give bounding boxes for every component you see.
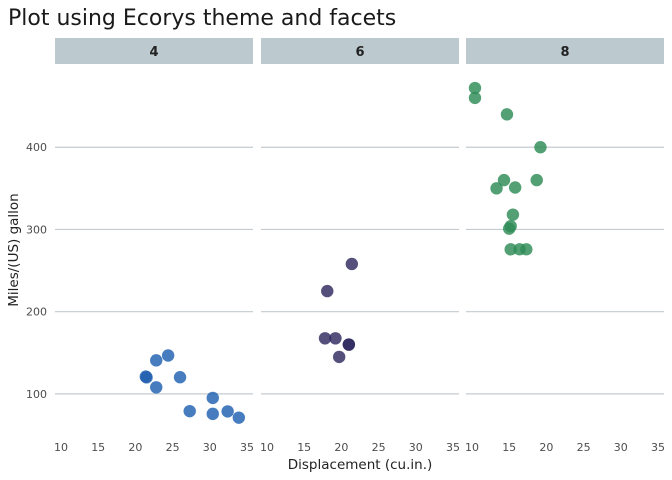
x-tick-label: 30 bbox=[203, 441, 217, 454]
data-point bbox=[534, 141, 547, 154]
x-tick-label: 25 bbox=[166, 441, 180, 454]
x-tick-label: 30 bbox=[614, 441, 628, 454]
facet-strip-label: 8 bbox=[560, 45, 569, 60]
x-tick-label: 20 bbox=[539, 441, 553, 454]
facet-panels: 4 10 15 20 25 30 35 6 10 15 20 25 30 35 8 10 15 20 25 30 35 bbox=[54, 38, 665, 454]
facet-panel-8: 8 10 15 20 25 30 35 bbox=[465, 38, 665, 454]
data-point bbox=[520, 243, 533, 256]
x-tick-label: 10 bbox=[54, 441, 68, 454]
x-tick-label: 10 bbox=[465, 441, 479, 454]
x-tick-label: 20 bbox=[128, 441, 142, 454]
data-point bbox=[329, 332, 342, 345]
data-point bbox=[530, 173, 543, 187]
data-point bbox=[497, 173, 511, 187]
x-tick-label: 30 bbox=[409, 441, 423, 454]
data-point bbox=[206, 391, 219, 405]
data-point bbox=[345, 257, 359, 271]
facet-strip-label: 4 bbox=[149, 45, 158, 60]
y-tick-label: 400 bbox=[26, 141, 47, 154]
x-tick-label: 15 bbox=[297, 441, 311, 454]
x-tick-label: 35 bbox=[446, 441, 460, 454]
data-point bbox=[503, 222, 516, 235]
data-point bbox=[468, 81, 482, 95]
data-point bbox=[500, 108, 514, 121]
y-tick-label: 300 bbox=[26, 223, 47, 236]
y-tick-label: 200 bbox=[26, 306, 47, 319]
data-point bbox=[342, 338, 356, 351]
facet-strip bbox=[55, 38, 253, 64]
x-tick-label: 15 bbox=[91, 441, 105, 454]
x-tick-label: 35 bbox=[240, 441, 254, 454]
x-axis-title: Displacement (cu.in.) bbox=[288, 457, 433, 473]
data-point bbox=[332, 350, 346, 364]
data-point bbox=[506, 208, 520, 221]
x-tick-label: 35 bbox=[651, 441, 665, 454]
x-tick-label: 15 bbox=[502, 441, 516, 454]
facet-strip bbox=[261, 38, 459, 64]
y-axis: 100 200 300 400 bbox=[26, 141, 47, 401]
data-point bbox=[173, 370, 187, 384]
facet-panel-4: 4 10 15 20 25 30 35 bbox=[54, 38, 254, 454]
data-point bbox=[150, 354, 163, 367]
facet-panel-6: 6 10 15 20 25 30 35 bbox=[260, 38, 460, 454]
facet-strip-label: 6 bbox=[355, 45, 364, 60]
data-point bbox=[232, 411, 246, 424]
data-point bbox=[504, 243, 517, 256]
data-point bbox=[139, 370, 153, 383]
x-tick-label: 10 bbox=[260, 441, 274, 454]
data-point bbox=[508, 181, 522, 194]
x-tick-label: 20 bbox=[334, 441, 348, 454]
data-point bbox=[206, 407, 219, 421]
y-tick-label: 100 bbox=[26, 388, 47, 401]
data-point bbox=[183, 404, 196, 418]
chart-title: Plot using Ecorys theme and facets bbox=[8, 6, 396, 31]
x-tick-label: 25 bbox=[577, 441, 591, 454]
data-point bbox=[468, 91, 482, 105]
data-point bbox=[321, 284, 334, 298]
data-point bbox=[161, 349, 175, 362]
data-point bbox=[221, 405, 234, 418]
data-point bbox=[318, 332, 332, 345]
x-tick-label: 25 bbox=[372, 441, 386, 454]
data-point bbox=[490, 182, 503, 195]
data-point bbox=[150, 381, 163, 394]
facet-strip bbox=[466, 38, 664, 64]
y-axis-title: Miles/(US) gallon bbox=[6, 193, 22, 306]
